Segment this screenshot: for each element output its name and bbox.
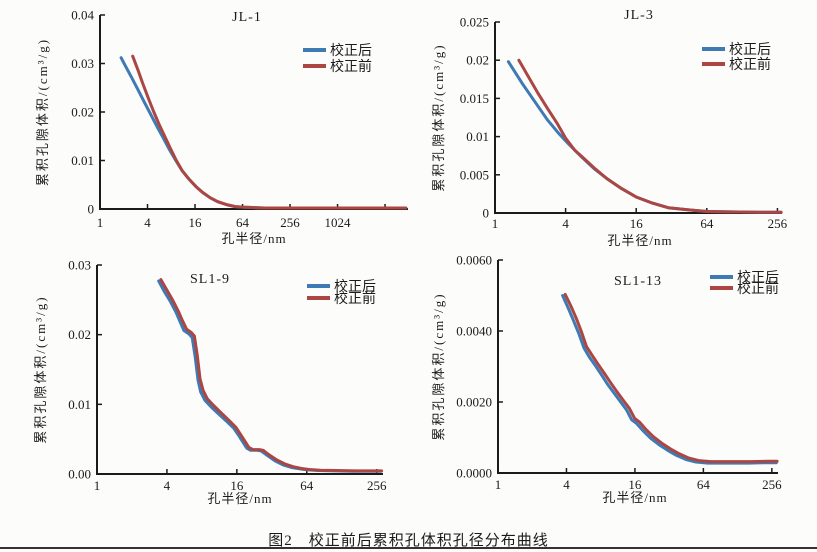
y-axis-label: 累积孔隙体积/(cm³/g) — [431, 43, 446, 191]
figure-charts-grid: 0 0.01 0.02 0.03 0.04 1 4 16 64 256 1024 JL-1 累积孔隙体积… — [33, 8, 788, 507]
legend-after-label: 校正后 — [737, 269, 779, 286]
chart-title: SL1-13 — [614, 274, 662, 289]
legend-after-label: 校正后 — [729, 41, 771, 58]
legend-before-label: 校正前 — [737, 280, 779, 297]
x-tick-label: 16 — [630, 216, 644, 231]
x-tick-label: 256 — [768, 216, 788, 231]
y-tick-label: 0.01 — [68, 397, 91, 412]
legend-after-label: 校正后 — [330, 42, 372, 59]
chart-title: JL-3 — [624, 8, 654, 23]
chart-sl1-9: 0.00 0.01 0.02 0.03 1 4 16 64 256 SL1-9 累积孔隙体积/(cm… — [33, 258, 387, 507]
y-tick-label: 0 — [88, 202, 95, 217]
series-after-line — [561, 294, 778, 465]
page-divider-rule — [0, 547, 817, 549]
y-tick-label: 0.03 — [71, 56, 94, 71]
y-tick-label: 0.00 — [68, 467, 91, 482]
legend-before-label: 校正前 — [330, 58, 372, 75]
x-axis-label: 孔半径/nm — [607, 233, 672, 248]
x-tick-label: 64 — [300, 478, 314, 493]
figure-caption: 图2 校正前后累积孔体积孔径分布曲线 — [268, 533, 549, 549]
legend-before-label: 校正前 — [334, 290, 376, 307]
x-tick-label: 1 — [94, 478, 101, 493]
x-tick-label: 64 — [697, 477, 711, 492]
y-tick-label: 0.025 — [460, 15, 489, 30]
y-tick-label: 0.0000 — [456, 466, 492, 481]
y-tick-label: 0.005 — [460, 167, 489, 182]
series-before-line — [131, 54, 408, 210]
y-tick-label: 0.03 — [68, 258, 91, 273]
x-axis-label: 孔半径/nm — [221, 231, 286, 246]
series-after-line — [506, 60, 783, 214]
y-tick-label: 0.01 — [466, 129, 489, 144]
series-before-line — [563, 292, 779, 464]
y-tick-label: 0.015 — [460, 91, 489, 106]
x-tick-label: 4 — [144, 215, 151, 230]
y-axis-label: 累积孔隙体积/(cm³/g) — [431, 292, 446, 440]
y-axis-label: 累积孔隙体积/(cm³/g) — [33, 295, 48, 443]
x-tick-label: 1 — [97, 215, 104, 230]
y-tick-label: 0.01 — [71, 153, 94, 168]
legend-after-label: 校正后 — [334, 278, 376, 295]
x-tick-label: 4 — [562, 216, 569, 231]
x-tick-label: 16 — [189, 215, 203, 230]
x-tick-label: 4 — [164, 478, 171, 493]
x-tick-label: 64 — [700, 216, 714, 231]
chart-title: SL1-9 — [190, 272, 230, 287]
x-tick-label: 64 — [236, 215, 250, 230]
x-axis-label: 孔半径/nm — [602, 490, 667, 505]
y-tick-label: 0.04 — [71, 8, 94, 23]
x-axis-label: 孔半径/nm — [207, 491, 272, 506]
x-tick-label: 1 — [492, 216, 499, 231]
chart-sl1-13: 0.0000 0.0020 0.0040 0.0060 1 4 16 64 256 SL1-13 累… — [431, 253, 782, 506]
y-tick-label: 0.0040 — [456, 324, 492, 339]
x-tick-label: 256 — [367, 478, 387, 493]
x-tick-label: 1 — [495, 477, 502, 492]
x-tick-label: 16 — [230, 478, 244, 493]
y-tick-label: 0 — [483, 206, 490, 221]
x-tick-label: 16 — [628, 477, 642, 492]
x-tick-label: 256 — [280, 215, 300, 230]
x-tick-label: 4 — [563, 477, 570, 492]
chart-title: JL-1 — [232, 10, 262, 25]
legend-before-label: 校正前 — [729, 56, 771, 73]
series-before-line — [159, 278, 384, 473]
y-axis-label: 累积孔隙体积/(cm³/g) — [35, 38, 50, 186]
chart-jl-3: 0 0.005 0.01 0.015 0.02 0.025 1 4 16 64 256 JL-3 累积孔… — [431, 8, 788, 248]
chart-jl-1: 0 0.01 0.02 0.03 0.04 1 4 16 64 256 1024 JL-1 累积孔隙体积… — [35, 8, 408, 246]
y-tick-label: 0.0060 — [456, 253, 492, 268]
y-tick-label: 0.02 — [466, 53, 489, 68]
y-tick-label: 0.02 — [68, 327, 91, 342]
y-tick-label: 0.0020 — [456, 395, 492, 410]
series-after-line — [157, 279, 383, 473]
x-tick-label: 256 — [762, 477, 782, 492]
x-tick-label: 1024 — [325, 215, 352, 230]
y-tick-label: 0.02 — [71, 105, 94, 120]
series-before-line — [517, 58, 783, 214]
